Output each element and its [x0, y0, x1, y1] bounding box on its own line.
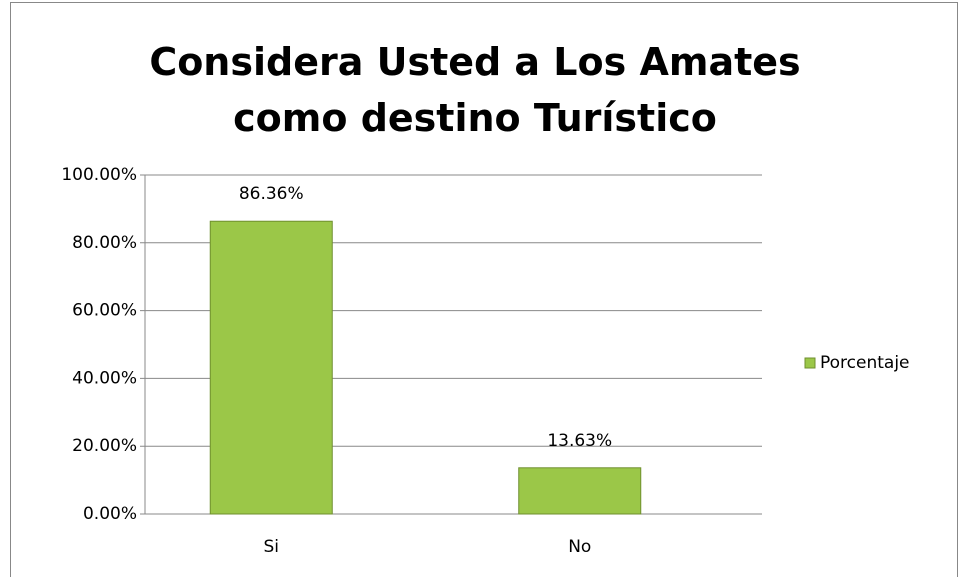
x-tick-label: Si	[263, 537, 279, 557]
chart-title: Considera Usted a Los Amates como destin…	[149, 40, 801, 140]
bar	[209, 220, 333, 515]
y-tick-label: 0.00%	[83, 504, 137, 524]
legend-swatch	[804, 357, 816, 369]
y-tick-label: 40.00%	[72, 368, 137, 388]
legend-label: Porcentaje	[820, 353, 910, 373]
value-label: 86.36%	[239, 184, 304, 204]
y-tick-label: 100.00%	[61, 165, 137, 185]
y-tick-label: 80.00%	[72, 233, 137, 253]
x-tick-label: No	[568, 537, 591, 557]
y-tick-label: 60.00%	[72, 301, 137, 321]
bar	[518, 467, 642, 515]
value-label: 13.63%	[547, 431, 612, 451]
y-tick-label: 20.00%	[72, 436, 137, 456]
